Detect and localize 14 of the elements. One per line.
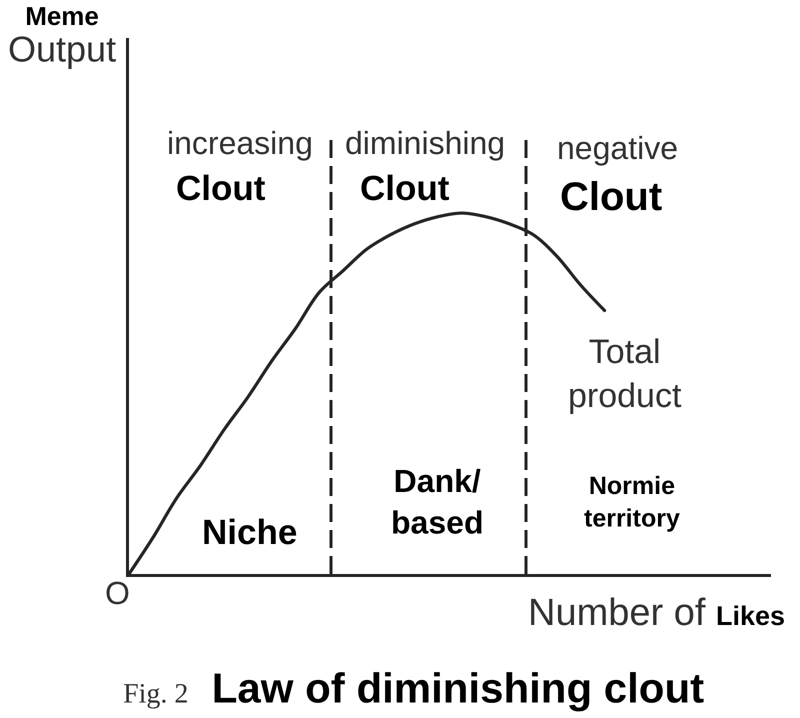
- text: increasing: [167, 125, 313, 161]
- text: diminishing: [345, 125, 506, 161]
- x-axis-title: Number of Likes: [528, 592, 786, 634]
- series-label: Total product: [568, 333, 682, 416]
- annotation: Niche: [202, 513, 298, 552]
- text: Clout: [176, 169, 266, 208]
- text: O: [105, 575, 130, 611]
- text: negative: [557, 130, 678, 166]
- y-axis-title: Meme Output: [8, 1, 116, 70]
- text: Clout: [360, 169, 450, 208]
- annotation: Clout: [560, 175, 662, 219]
- annotation: Normie territory: [584, 472, 680, 532]
- annotation: Dank/ based: [391, 463, 484, 541]
- text: Fig. 2 Law of diminishing clout: [123, 664, 704, 712]
